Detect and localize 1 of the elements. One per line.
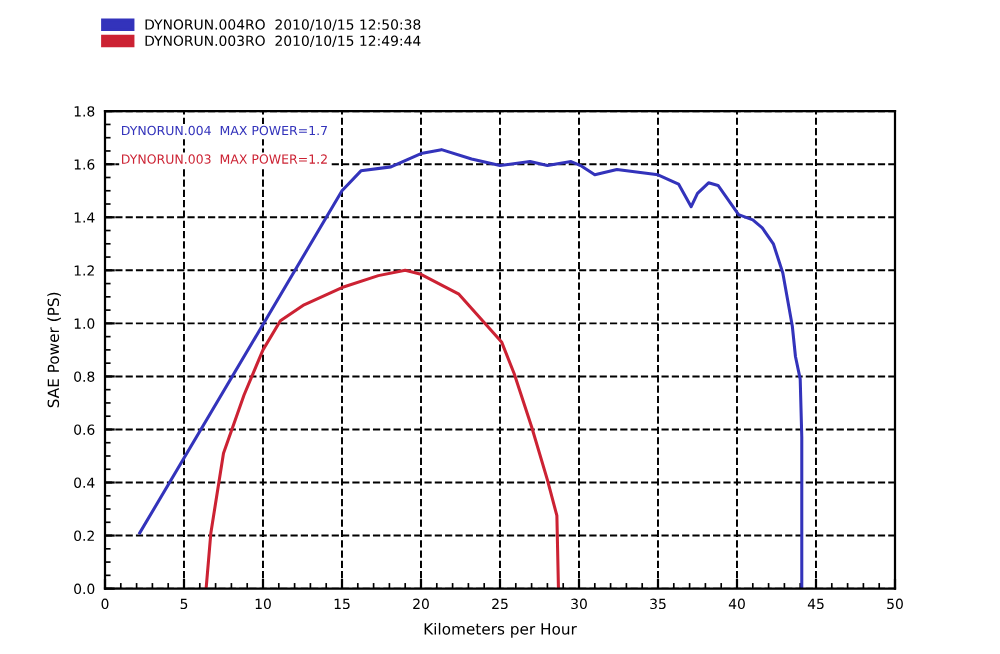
line-series bbox=[204, 268, 560, 589]
